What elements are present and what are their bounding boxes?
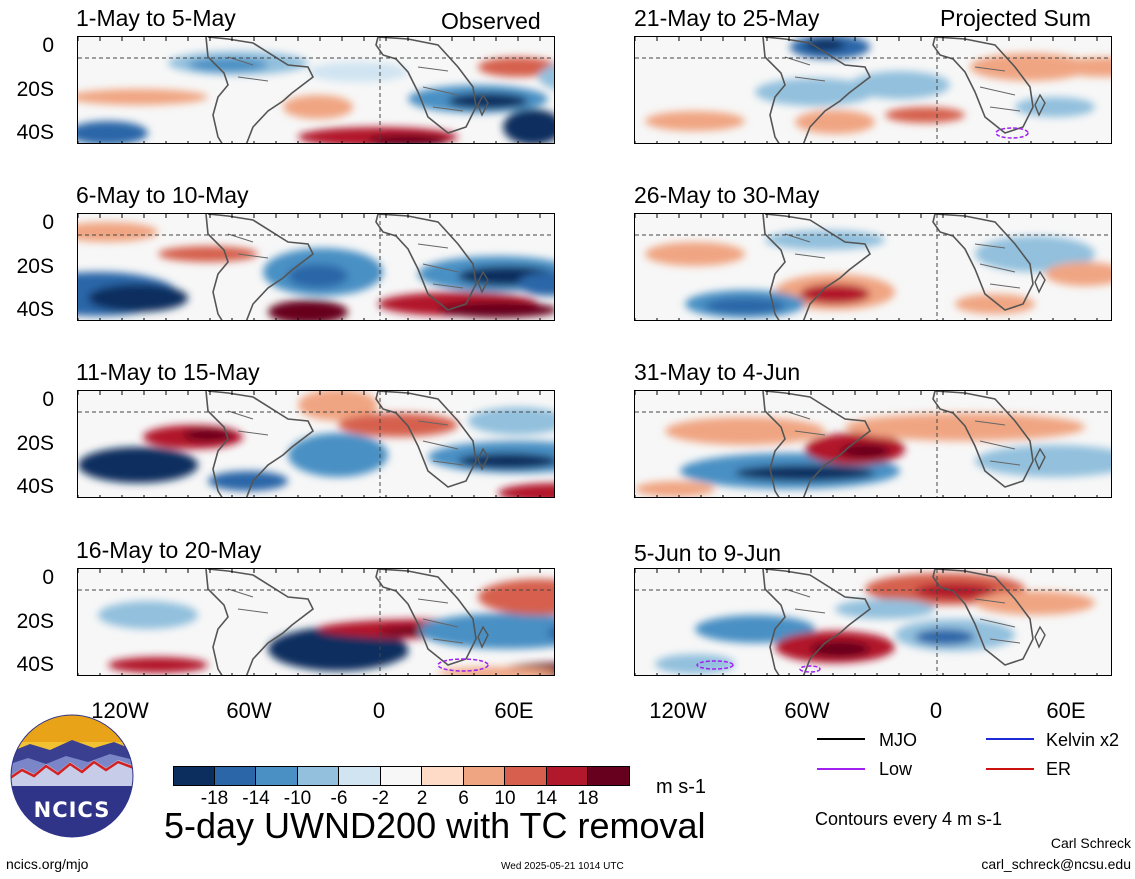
colorbar-units: m s-1 xyxy=(656,776,706,798)
colorbar-swatch xyxy=(173,766,215,786)
colorbar-swatch xyxy=(422,766,464,786)
main-title: 5-day UWND200 with TC removal xyxy=(164,805,706,846)
panel-11-may xyxy=(77,390,555,498)
lon-label-60w-left: 60W xyxy=(226,698,272,723)
lon-label-60e-left: 60E xyxy=(494,698,534,723)
panel-title-6: 26-May to 30-May xyxy=(634,182,820,208)
panel-31-may xyxy=(634,390,1112,498)
lat-label-0: 0 xyxy=(42,388,54,411)
legend-label-kelvin: Kelvin x2 xyxy=(1046,730,1120,750)
lon-label-120w-left: 120W xyxy=(91,698,149,723)
footer-site: ncics.org/mjo xyxy=(6,856,89,872)
colorbar-tick-label: 6 xyxy=(458,788,469,809)
colorbar-tick-label: -6 xyxy=(330,788,348,809)
contours-note: Contours every 4 m s-1 xyxy=(815,809,1003,829)
lon-label-60w-right: 60W xyxy=(784,698,830,723)
legend-label-low: Low xyxy=(879,759,913,779)
colorbar-swatch xyxy=(505,766,547,786)
lat-label-40s: 40S xyxy=(16,653,54,676)
panel-26-may xyxy=(634,213,1112,321)
panel-title-3: 11-May to 15-May xyxy=(76,359,260,385)
lat-label-20s: 20S xyxy=(16,610,54,633)
lat-label-40s: 40S xyxy=(16,121,54,144)
colorbar-swatch xyxy=(256,766,298,786)
logo-text: NCICS xyxy=(33,798,111,822)
legend-label-er: ER xyxy=(1046,759,1072,779)
panel-title-5: 21-May to 25-May xyxy=(634,5,820,31)
lat-label-20s: 20S xyxy=(16,432,54,455)
lon-label-60e-right: 60E xyxy=(1046,698,1086,723)
colorbar-tick-label: 10 xyxy=(494,788,516,809)
lon-label-120w-right: 120W xyxy=(649,698,707,723)
panel-21-may xyxy=(634,36,1112,144)
colorbar-tick-label: -2 xyxy=(372,788,389,809)
colorbar-swatch xyxy=(588,766,630,786)
colorbar-swatch xyxy=(380,766,422,786)
colorbar-swatch xyxy=(463,766,505,786)
panel-title-4: 16-May to 20-May xyxy=(76,537,262,563)
colorbar-tick-label: -14 xyxy=(242,788,270,809)
panel-16-may xyxy=(77,568,555,676)
colorbar-tick-label: -10 xyxy=(283,788,312,809)
footer-email: carl_schreck@ncsu.edu xyxy=(981,856,1131,872)
observed-label: Observed xyxy=(441,8,541,34)
colorbar-tick-label: 14 xyxy=(535,788,558,809)
colorbar xyxy=(173,766,630,786)
footer-timestamp: Wed 2025-05-21 1014 UTC xyxy=(501,861,624,872)
legend-line-low xyxy=(817,768,865,770)
lon-label-0-left: 0 xyxy=(372,698,386,723)
projected-label: Projected Sum xyxy=(940,5,1091,31)
colorbar-swatch xyxy=(297,766,339,786)
legend-line-er xyxy=(986,768,1034,770)
lat-label-20s: 20S xyxy=(16,78,54,101)
colorbar-swatch xyxy=(214,766,256,786)
panel-1-may xyxy=(77,36,555,144)
colorbar-swatch xyxy=(339,766,381,786)
lat-label-40s: 40S xyxy=(16,475,54,498)
panel-title-2: 6-May to 10-May xyxy=(76,182,249,208)
panel-5-jun xyxy=(634,568,1112,676)
panel-6-may xyxy=(77,213,555,321)
lat-label-0: 0 xyxy=(42,211,54,234)
lat-label-0: 0 xyxy=(42,566,54,589)
legend-line-mjo xyxy=(817,738,865,740)
lat-label-20s: 20S xyxy=(16,255,54,278)
colorbar-tick-label: -18 xyxy=(200,788,229,809)
panel-title-1: 1-May to 5-May xyxy=(76,5,236,31)
lon-label-0-right: 0 xyxy=(929,698,943,723)
panel-title-8: 5-Jun to 9-Jun xyxy=(634,540,782,566)
colorbar-tick-label: 2 xyxy=(416,788,428,809)
legend-label-mjo: MJO xyxy=(879,730,917,750)
footer-author: Carl Schreck xyxy=(1050,835,1131,851)
colorbar-swatch xyxy=(546,766,588,786)
legend-line-kelvin xyxy=(986,738,1034,740)
panel-title-7: 31-May to 4-Jun xyxy=(634,359,801,385)
colorbar-tick-label: 18 xyxy=(577,788,599,809)
lat-label-40s: 40S xyxy=(16,298,54,321)
lat-label-0: 0 xyxy=(42,34,54,57)
ncics-logo: NCICS xyxy=(10,714,134,838)
